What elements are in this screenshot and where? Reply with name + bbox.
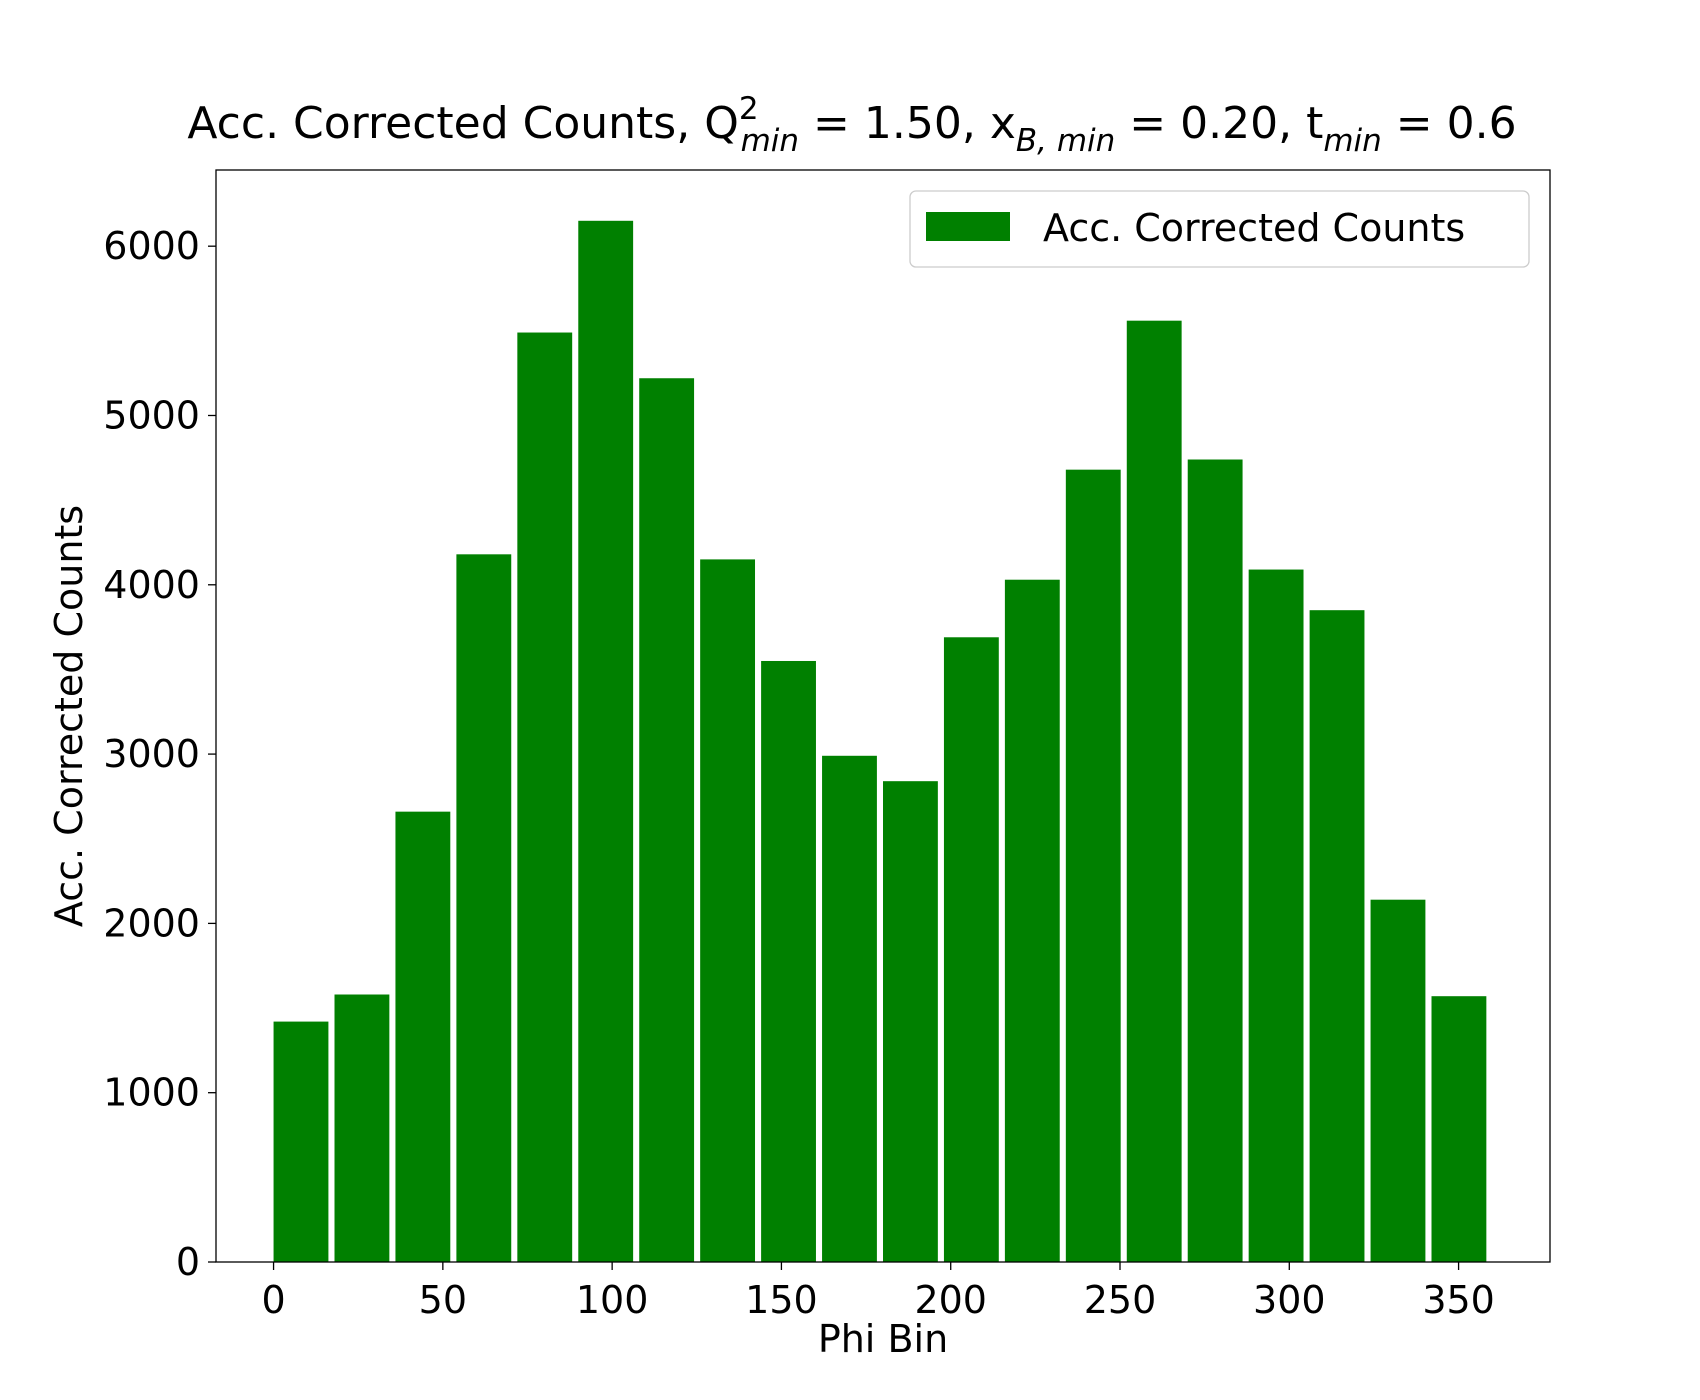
bar xyxy=(1187,459,1243,1263)
title-part3: = 0.20, t xyxy=(1115,98,1323,149)
bar xyxy=(1126,320,1182,1262)
bar xyxy=(639,378,695,1263)
bar xyxy=(273,1021,329,1262)
bar xyxy=(1065,469,1121,1262)
chart-title: Acc. Corrected Counts, Q2 min = 1.50, xB,… xyxy=(187,91,1516,159)
y-tick-label: 3000 xyxy=(103,732,200,776)
x-axis: 0 50 100 150 200 250 300 350 xyxy=(261,1262,1495,1322)
title-part2: = 1.50, x xyxy=(799,98,1016,149)
bars-layer xyxy=(273,220,1487,1263)
bar xyxy=(456,554,512,1262)
legend-swatch xyxy=(926,212,1010,241)
bar xyxy=(943,637,999,1262)
bar xyxy=(334,994,390,1262)
legend-box xyxy=(909,190,1530,268)
x-tick-label: 50 xyxy=(419,1278,467,1322)
bar xyxy=(822,755,877,1262)
legend-label: Acc. Corrected Counts xyxy=(1043,206,1465,250)
title-q-sup: 2 xyxy=(739,91,759,127)
bar xyxy=(1248,569,1304,1262)
y-axis: 0 1000 2000 3000 4000 5000 6000 xyxy=(103,224,216,1284)
bar xyxy=(1370,899,1426,1262)
title-part1: Acc. Corrected Counts, Q xyxy=(187,98,738,149)
title-part4: = 0.6 xyxy=(1382,98,1517,149)
x-tick-label: 300 xyxy=(1253,1278,1326,1322)
y-tick-label: 0 xyxy=(176,1240,200,1284)
x-tick-label: 200 xyxy=(914,1278,987,1322)
y-tick-label: 5000 xyxy=(103,393,200,437)
x-tick-label: 350 xyxy=(1422,1278,1495,1322)
y-tick-label: 1000 xyxy=(103,1071,200,1115)
y-tick-label: 6000 xyxy=(103,224,200,268)
bar xyxy=(1004,579,1060,1262)
x-tick-label: 100 xyxy=(576,1278,649,1322)
plot-frame xyxy=(215,169,1551,1263)
x-tick-label: 0 xyxy=(261,1278,285,1322)
y-tick-label: 2000 xyxy=(103,901,200,945)
x-axis-label: Phi Bin xyxy=(818,1317,948,1361)
title-t-sub: min xyxy=(1323,123,1381,159)
bar xyxy=(700,559,756,1262)
bar xyxy=(1309,610,1365,1262)
x-tick-label: 250 xyxy=(1084,1278,1157,1322)
bar xyxy=(883,781,938,1262)
bar xyxy=(1431,996,1487,1262)
bar xyxy=(517,332,573,1262)
bar xyxy=(395,811,451,1262)
legend: Acc. Corrected Counts xyxy=(909,190,1530,268)
title-q-sub: min xyxy=(741,123,799,159)
bar xyxy=(761,660,816,1262)
y-tick-label: 4000 xyxy=(103,563,200,607)
bar xyxy=(578,220,634,1263)
y-axis-label: Acc. Corrected Counts xyxy=(47,505,91,927)
title-x-sub: B, min xyxy=(1016,123,1115,159)
x-tick-label: 150 xyxy=(745,1278,818,1322)
